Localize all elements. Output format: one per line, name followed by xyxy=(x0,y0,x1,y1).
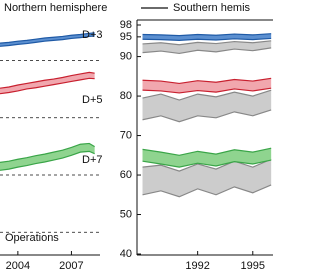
y-tick-label: 70 xyxy=(120,129,132,141)
band-fill xyxy=(0,32,95,47)
y-tick-label: 80 xyxy=(120,90,132,102)
band-edge xyxy=(142,159,272,168)
y-tick-label: 98 xyxy=(120,19,132,31)
band-fill xyxy=(142,159,272,197)
band-edge xyxy=(0,142,95,163)
band-edge xyxy=(0,71,95,89)
y-tick-label: 60 xyxy=(120,169,132,181)
band-edge xyxy=(142,87,272,94)
band-fill xyxy=(142,148,272,168)
band-edge xyxy=(142,147,272,156)
x-tick-label: 1992 xyxy=(185,260,209,272)
x-tick-label: 1995 xyxy=(241,260,265,272)
band-fill xyxy=(142,40,272,54)
band-edge xyxy=(0,150,95,171)
band-edge xyxy=(0,77,95,95)
band-edge xyxy=(142,37,272,41)
annotation: Operations xyxy=(5,232,59,244)
legend-label: Northern hemisphere xyxy=(4,2,107,14)
band-edge xyxy=(0,35,95,47)
band-edge xyxy=(0,32,95,44)
x-tick-label: 2007 xyxy=(59,260,83,272)
y-tick-label: 95 xyxy=(120,31,132,43)
band-edge xyxy=(142,77,272,85)
band-edge xyxy=(142,89,272,101)
chart: Northern hemisphere Southern hemis 2004 2… xyxy=(0,2,273,272)
legend-label: Southern hemis xyxy=(173,2,251,14)
band-edge xyxy=(142,40,272,46)
annotation: D+7 xyxy=(82,154,103,166)
band-fill xyxy=(0,143,95,171)
band-edge xyxy=(142,158,272,172)
band-edge xyxy=(142,33,272,37)
y-tick-label: 50 xyxy=(120,208,132,220)
band-edge xyxy=(142,109,272,123)
band-fill xyxy=(142,90,272,122)
band-edge xyxy=(142,184,272,198)
band-edge xyxy=(142,47,272,55)
annotation: D+5 xyxy=(82,94,103,106)
x-tick-label: 2004 xyxy=(6,260,30,272)
y-tick-label: 90 xyxy=(120,50,132,62)
band-fill xyxy=(0,72,95,94)
y-tick-label: 40 xyxy=(120,248,132,260)
annotation: D+3 xyxy=(82,29,103,41)
